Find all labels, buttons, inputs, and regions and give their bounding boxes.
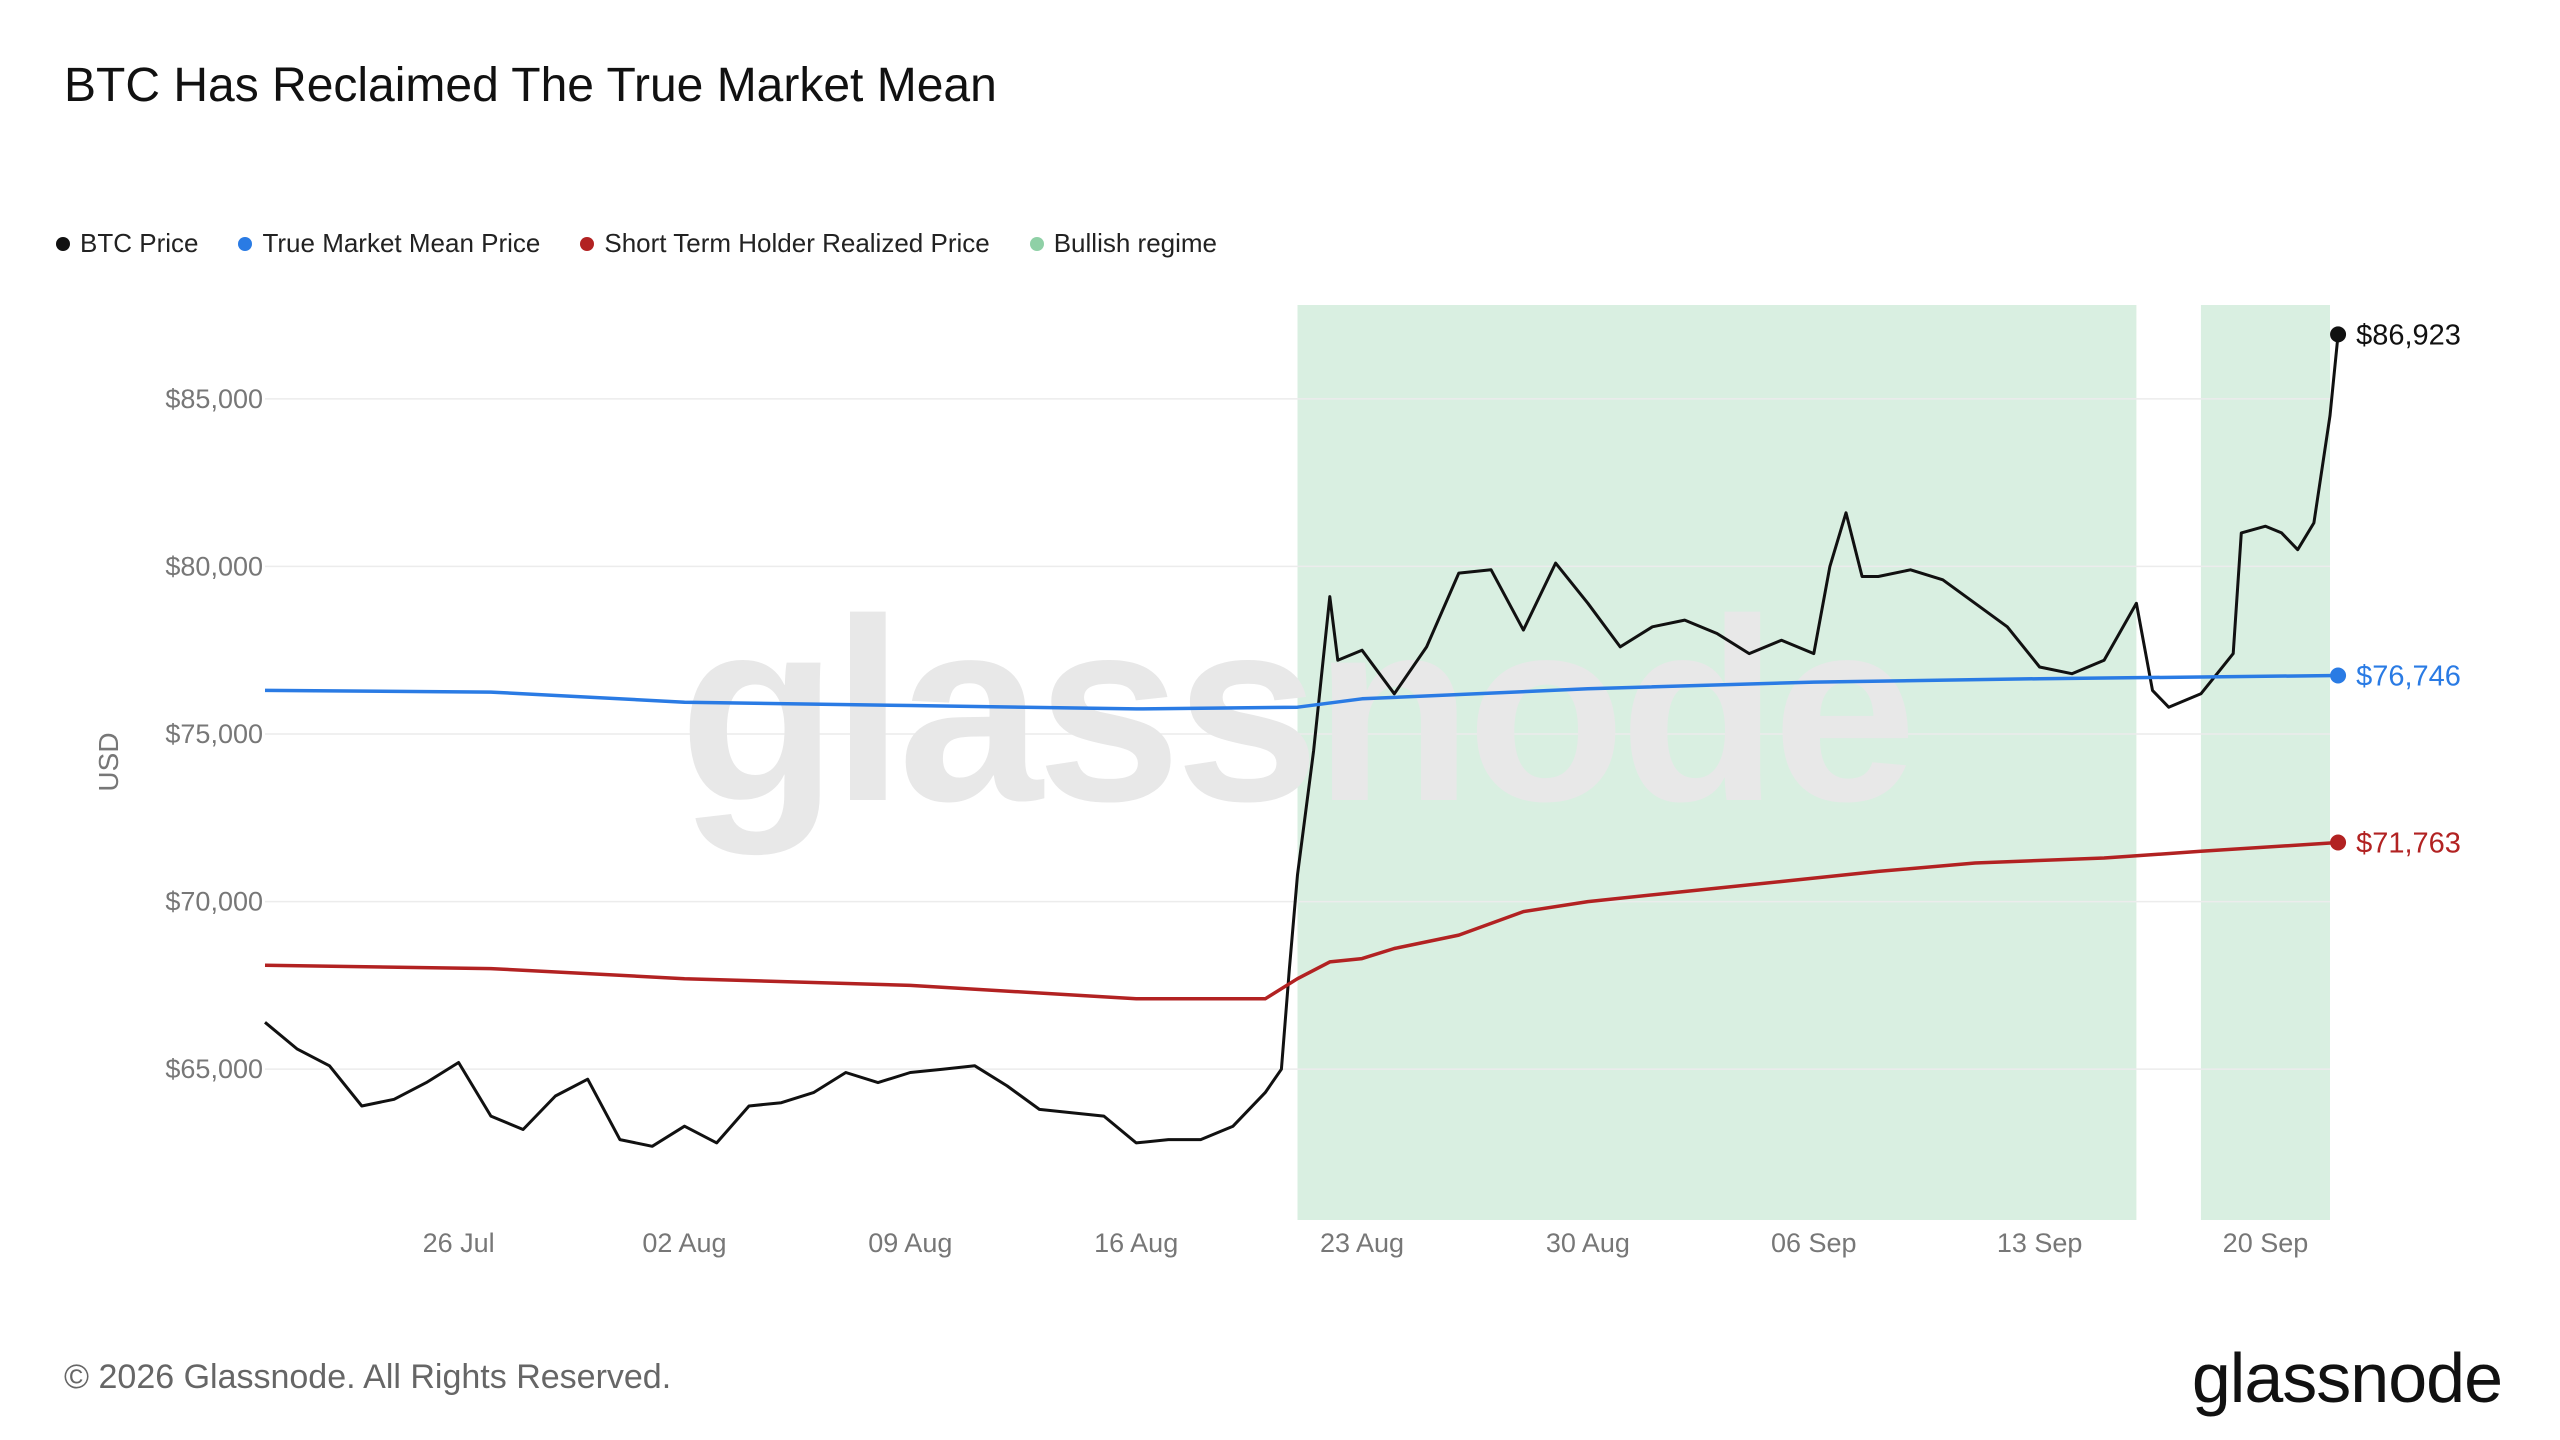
- x-tick-label: 09 Aug: [868, 1228, 952, 1258]
- x-tick-label: 20 Sep: [2223, 1228, 2309, 1258]
- y-tick-label: $85,000: [165, 384, 263, 414]
- legend: BTC Price True Market Mean Price Short T…: [56, 228, 1217, 259]
- legend-label: True Market Mean Price: [262, 228, 541, 258]
- bullish-regime-band: [2200, 305, 2330, 1220]
- y-axis: $65,000 $70,000 $75,000 $80,000 $85,000: [165, 384, 263, 1084]
- end-point-marker: [2330, 667, 2347, 684]
- series-line: [264, 840, 2339, 1001]
- series-lines: [264, 334, 2340, 1148]
- series-line: [264, 334, 2340, 1148]
- legend-dot-icon: [56, 236, 70, 251]
- chart-title: BTC Has Reclaimed The True Market Mean: [64, 59, 997, 112]
- legend-item-sth-realized-price[interactable]: Short Term Holder Realized Price: [580, 228, 990, 259]
- watermark: glassnode: [679, 566, 1911, 857]
- x-tick-label: 26 Jul: [423, 1228, 495, 1258]
- legend-item-true-market-mean[interactable]: True Market Mean Price: [238, 228, 540, 259]
- legend-label: Short Term Holder Realized Price: [604, 228, 990, 258]
- end-value-label: $86,923: [2356, 319, 2461, 351]
- bullish-regime-bands: [1297, 305, 2330, 1220]
- legend-item-bullish-regime[interactable]: Bullish regime: [1029, 228, 1218, 259]
- end-value-label: $71,763: [2356, 828, 2461, 860]
- x-axis: 26 Jul 02 Aug 09 Aug 16 Aug 23 Aug 30 Aug 06 S…: [423, 1228, 2309, 1258]
- brand-logo[interactable]: glassnode: [2191, 1339, 2503, 1417]
- end-point-marker: [2330, 834, 2347, 851]
- y-tick-label: $70,000: [165, 887, 263, 917]
- copyright-text: © 2026 Glassnode. All Rights Reserved.: [64, 1358, 672, 1396]
- grid-lines: [265, 398, 2330, 1070]
- y-axis-label: USD: [93, 732, 124, 791]
- x-tick-label: 16 Aug: [1094, 1228, 1178, 1258]
- x-tick-label: 13 Sep: [1997, 1228, 2083, 1258]
- end-value-label: $76,746: [2356, 660, 2461, 692]
- series-line: [264, 673, 2339, 711]
- legend-label: Bullish regime: [1053, 228, 1218, 258]
- x-tick-label: 23 Aug: [1320, 1228, 1404, 1258]
- legend-item-btc-price[interactable]: BTC Price: [56, 228, 198, 259]
- end-point-marker: [2330, 326, 2347, 343]
- y-tick-label: $65,000: [165, 1054, 263, 1084]
- x-tick-label: 06 Sep: [1771, 1228, 1857, 1258]
- end-labels: $86,923 $76,746 $71,763: [2330, 319, 2461, 860]
- legend-dot-icon: [580, 236, 595, 251]
- y-tick-label: $80,000: [165, 551, 263, 581]
- legend-label: BTC Price: [80, 228, 199, 258]
- legend-dot-icon: [238, 236, 253, 251]
- legend-dot-icon: [1029, 236, 1044, 251]
- x-tick-label: 30 Aug: [1546, 1228, 1630, 1258]
- bullish-regime-band: [1297, 305, 2137, 1220]
- y-tick-label: $75,000: [165, 719, 263, 749]
- x-tick-label: 02 Aug: [642, 1228, 726, 1258]
